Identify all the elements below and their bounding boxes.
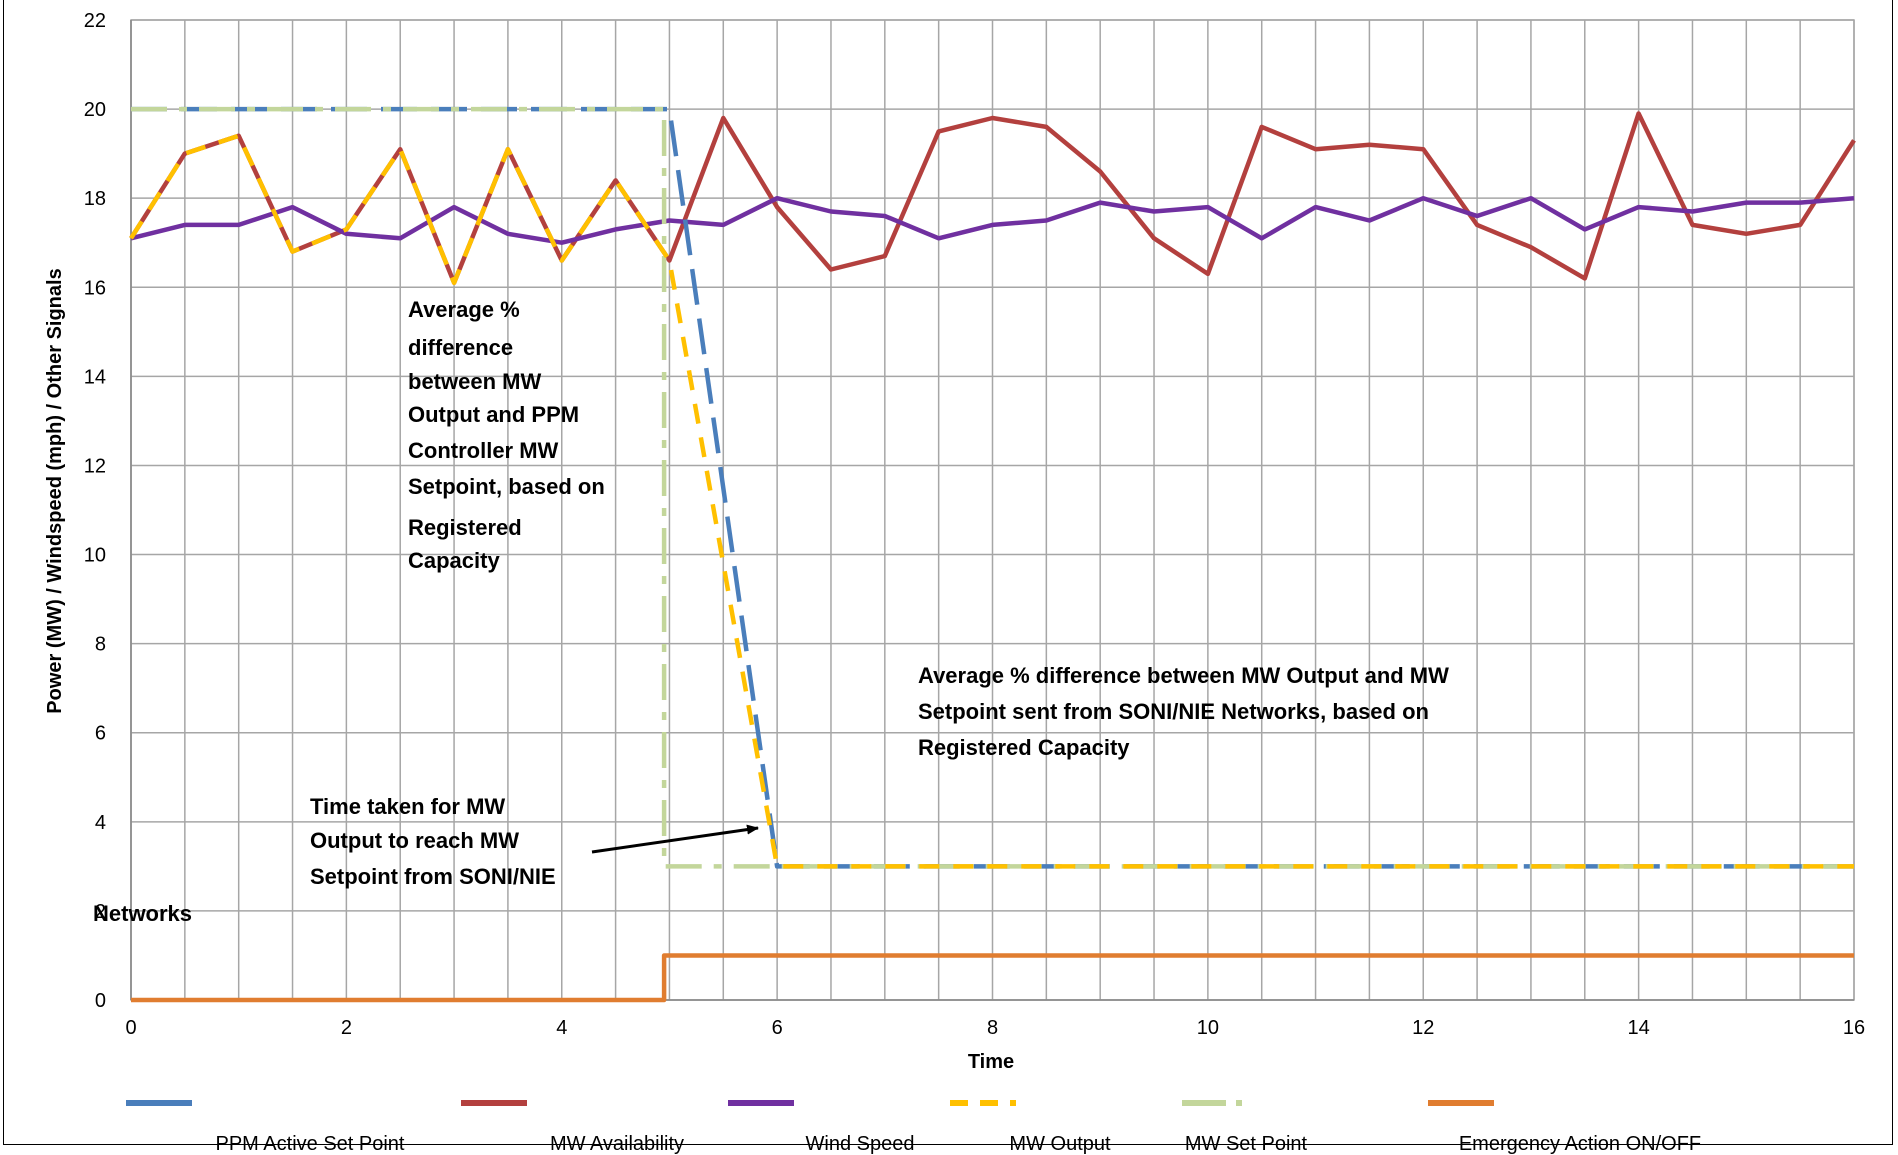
series-lines bbox=[129, 106, 1856, 1003]
x-tick-label: 8 bbox=[987, 1017, 998, 1039]
series-line-mw-set-point bbox=[131, 106, 1854, 869]
annotation-line: Setpoint sent from SONI/NIE Networks, ba… bbox=[918, 699, 1429, 724]
annotation-line: Output to reach MW bbox=[310, 828, 519, 853]
y-tick-label: 4 bbox=[95, 812, 106, 834]
x-tick-label: 10 bbox=[1197, 1017, 1219, 1039]
y-tick-label: 6 bbox=[95, 723, 106, 745]
y-tick-label: 16 bbox=[84, 277, 106, 299]
y-tick-label: 12 bbox=[84, 455, 106, 477]
legend-label: Emergency Action ON/OFF bbox=[1459, 1133, 1701, 1155]
x-tick-label: 2 bbox=[341, 1017, 352, 1039]
y-tick-label: 2 bbox=[95, 901, 106, 923]
annotation-line: Average % bbox=[408, 297, 520, 322]
annotation-line: Time taken for MW bbox=[310, 794, 505, 819]
y-tick-label: 0 bbox=[95, 990, 106, 1012]
legend: PPM Active Set Point MW Availability Wind … bbox=[126, 1100, 1701, 1155]
y-tick-label: 10 bbox=[84, 545, 106, 567]
legend-label: MW Set Point bbox=[1185, 1133, 1308, 1155]
series-line-ppm-active-set-point bbox=[131, 106, 1854, 869]
y-tick-label: 18 bbox=[84, 188, 106, 210]
legend-label: MW Output bbox=[1009, 1133, 1111, 1155]
annotation-line: between MW bbox=[408, 369, 541, 394]
annotation-line: difference bbox=[408, 335, 513, 360]
annotation-line: Registered bbox=[408, 515, 522, 540]
annotation-arrow bbox=[591, 824, 759, 854]
x-tick-label: 4 bbox=[556, 1017, 567, 1039]
legend-label: Wind Speed bbox=[806, 1133, 915, 1155]
y-tick-label: 20 bbox=[84, 99, 106, 121]
x-axis-title: Time bbox=[968, 1051, 1014, 1073]
x-tick-label: 0 bbox=[125, 1017, 136, 1039]
series-line-wind-speed bbox=[130, 195, 1855, 245]
x-axis-ticks: 0 2 4 6 8 10 12 14 16 bbox=[125, 1017, 1865, 1039]
legend-label: PPM Active Set Point bbox=[216, 1133, 405, 1155]
series-line-emergency-action-on-off bbox=[131, 953, 1854, 1003]
annotation-ppm-difference: Average % difference between MW Output a… bbox=[408, 297, 611, 573]
legend-label: MW Availability bbox=[550, 1133, 684, 1155]
x-tick-label: 6 bbox=[772, 1017, 783, 1039]
y-tick-label: 8 bbox=[95, 634, 106, 656]
y-tick-label: 22 bbox=[84, 10, 106, 32]
y-axis-ticks: 0 2 4 6 8 10 12 14 16 18 20 22 bbox=[84, 10, 106, 1012]
annotation-line: Average % difference between MW Output a… bbox=[918, 663, 1449, 688]
y-axis-title: Power (MW) / Windspeed (mph) / Other Sig… bbox=[44, 268, 66, 713]
annotation-line: Setpoint, based on bbox=[408, 474, 605, 499]
y-tick-label: 14 bbox=[84, 366, 106, 388]
chart-frame bbox=[3, 0, 1893, 1145]
annotation-line: Capacity bbox=[408, 548, 500, 573]
x-tick-label: 12 bbox=[1412, 1017, 1434, 1039]
series-line-mw-output bbox=[129, 133, 1854, 869]
annotation-line: Networks bbox=[93, 901, 192, 926]
annotation-time-taken: Time taken for MW Output to reach MW Set… bbox=[93, 794, 562, 926]
annotation-soni-difference: Average % difference between MW Output a… bbox=[918, 663, 1455, 760]
annotation-line: Registered Capacity bbox=[918, 735, 1130, 760]
x-tick-label: 16 bbox=[1843, 1017, 1865, 1039]
annotation-line: Controller MW bbox=[408, 438, 559, 463]
annotation-line: Setpoint from SONI/NIE bbox=[310, 864, 556, 889]
x-tick-label: 14 bbox=[1628, 1017, 1650, 1039]
annotation-line: Output and PPM bbox=[408, 402, 579, 427]
